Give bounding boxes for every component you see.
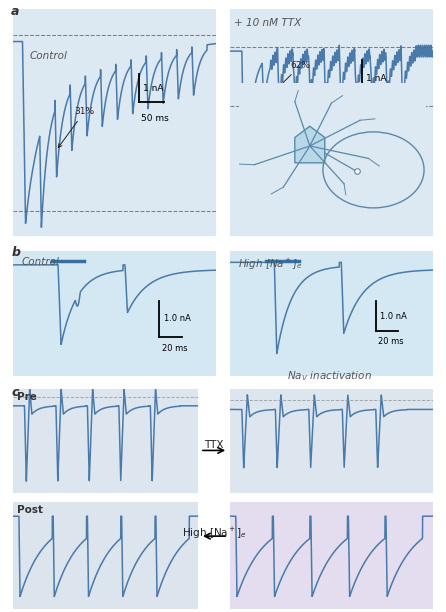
Text: 62%: 62% [271,61,310,94]
Text: 20 ms: 20 ms [378,337,404,346]
Text: 50 ms: 50 ms [363,107,392,116]
Polygon shape [295,126,325,163]
Text: High [Na$^+$]$_e$: High [Na$^+$]$_e$ [182,526,247,541]
Text: 20 ms: 20 ms [161,344,187,353]
Text: b: b [11,246,20,259]
Text: TTX: TTX [204,441,224,450]
Text: High [Na$^+$]$_e$: High [Na$^+$]$_e$ [238,257,303,272]
Text: + 10 nM TTX: + 10 nM TTX [234,18,301,28]
Text: Control: Control [21,257,59,267]
Text: 1 nA: 1 nA [143,83,164,92]
Text: Post: Post [17,505,43,515]
Text: Na$_V$ inactivation: Na$_V$ inactivation [286,370,372,383]
Text: 1.0 nA: 1.0 nA [380,312,407,321]
Text: 1.0 nA: 1.0 nA [164,314,190,323]
Text: 50 ms: 50 ms [141,114,169,123]
Text: 1 nA: 1 nA [366,74,386,83]
Text: Control: Control [29,51,67,61]
Text: 31%: 31% [58,107,95,147]
Text: a: a [11,5,20,18]
Text: Pre: Pre [17,392,37,401]
Text: c: c [11,386,19,398]
